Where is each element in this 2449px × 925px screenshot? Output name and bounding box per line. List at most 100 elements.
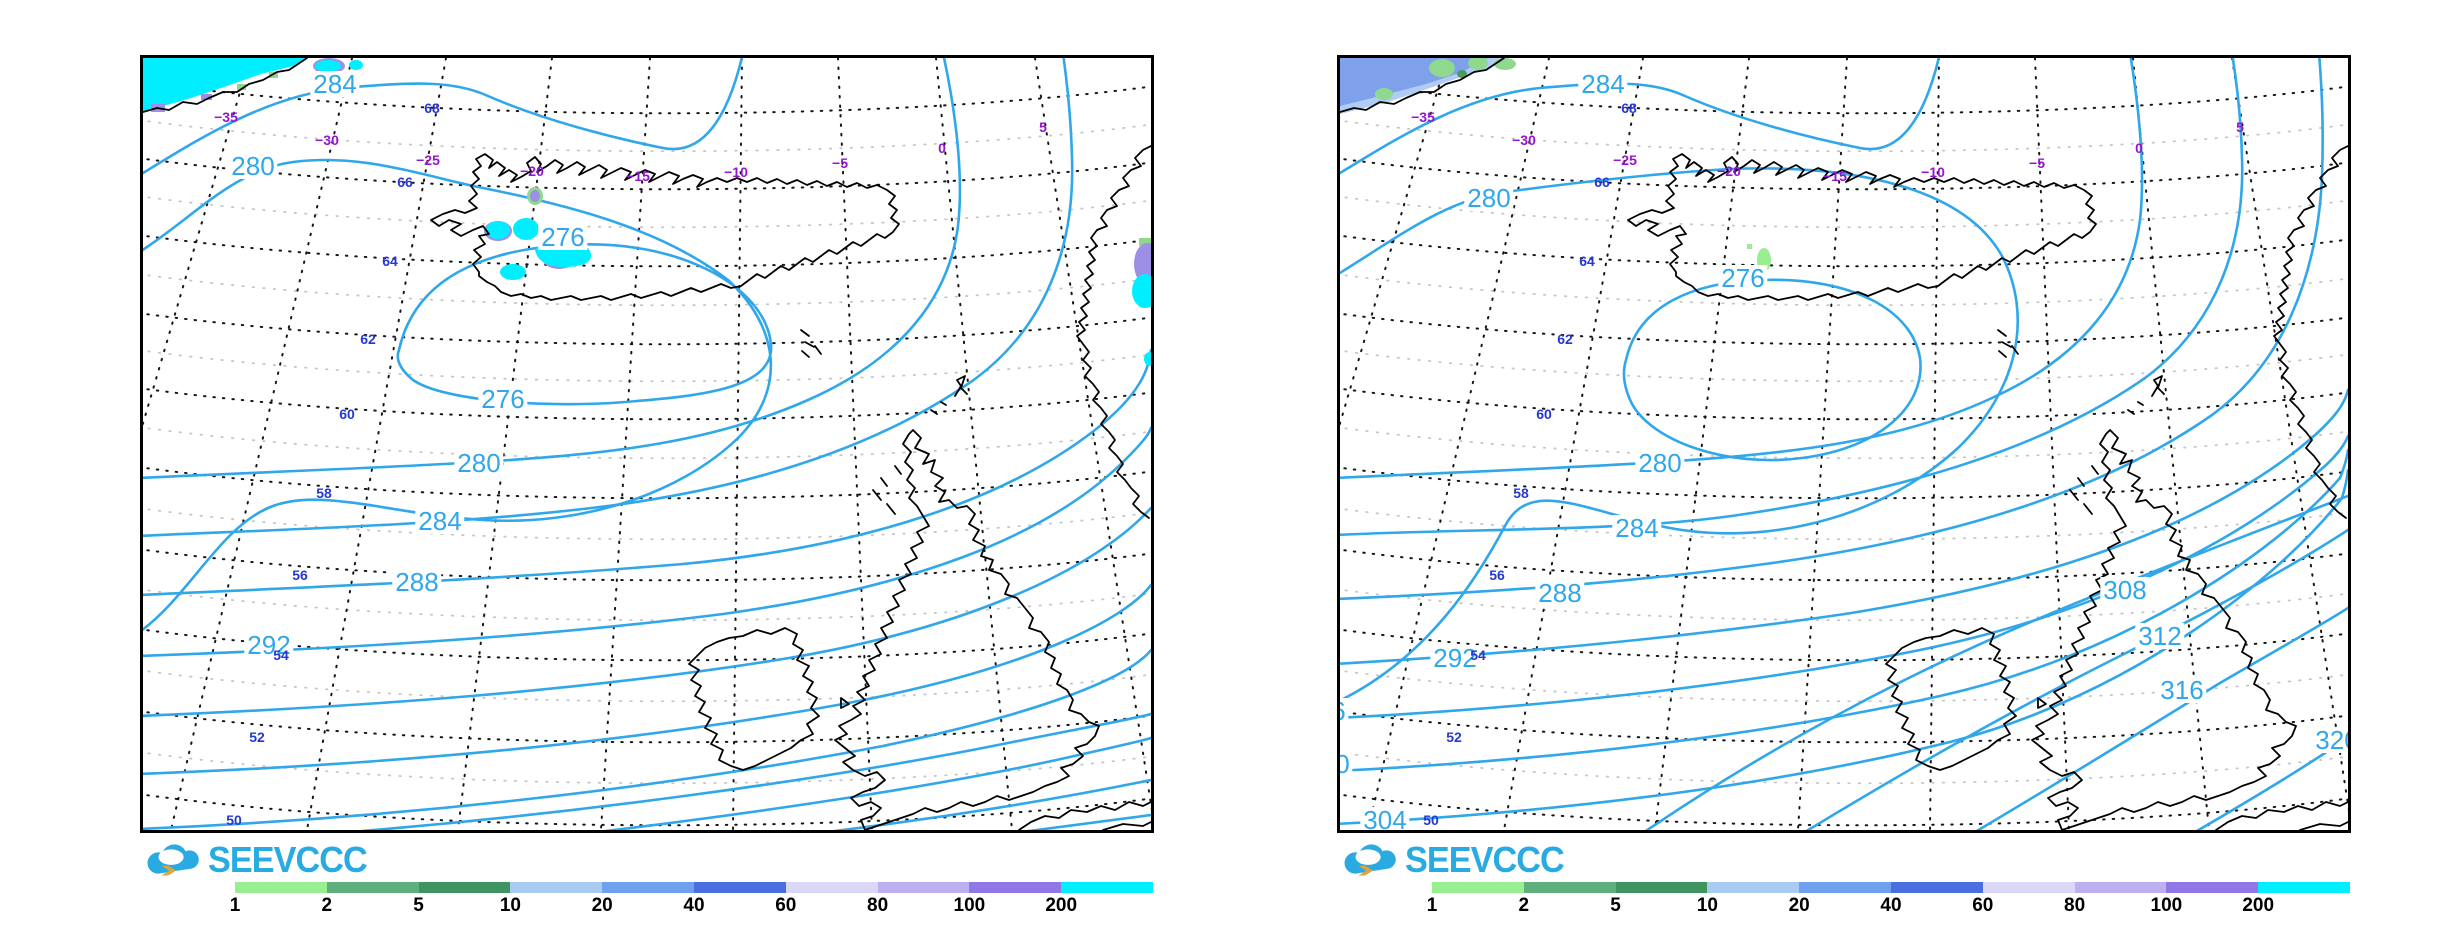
longitude-label: −25: [1613, 152, 1637, 168]
colorbar-cell: [1061, 882, 1153, 893]
contour-284-top: [143, 58, 744, 175]
norway-coastline: [1076, 144, 1151, 519]
colorbar-tick-label: 10: [499, 895, 521, 916]
latitude-label: 56: [1489, 567, 1505, 583]
greenland-coastline: [1340, 58, 1505, 113]
contour-label: 292: [244, 632, 294, 658]
contour-label: 308: [2100, 577, 2150, 603]
colorbar-cells: [1432, 882, 2350, 893]
contour-308: [358, 712, 1151, 830]
colorbar-tick-label: 100: [2150, 895, 2183, 916]
colorbar-tick-label: 1: [229, 895, 241, 916]
snow-patch-myrdalsjokull: [500, 264, 526, 280]
colorbar-tick-label: 1: [1426, 895, 1438, 916]
latitude-label: 66: [1594, 174, 1610, 190]
colorbar-tick-label: 5: [1610, 895, 1621, 916]
panel-dream8: DREAM8-Iceland: Accumulated snow (cm) an…: [1337, 0, 2351, 925]
latitude-label: 50: [1423, 812, 1439, 828]
snow-fringe-green: [1468, 58, 1488, 70]
map-graphic-dream8: [1340, 58, 2348, 830]
great-britain-coastline: [2031, 429, 2297, 830]
contour-label: 312: [2135, 623, 2185, 649]
colorbar-tick-label: 40: [1880, 895, 1902, 916]
colorbar-cell: [1890, 882, 1983, 893]
contour-312: [603, 736, 1151, 830]
colorbar-cell: [1432, 882, 1524, 893]
snow-patch-cyan: [1144, 352, 1151, 366]
latitude-label: 68: [1621, 100, 1637, 116]
contour-304: [143, 648, 1151, 830]
france-coastline: [1018, 801, 1151, 830]
latitude-label: 54: [1470, 647, 1486, 663]
contour-label: 296: [1340, 698, 1349, 724]
longitude-label: −15: [1823, 168, 1847, 184]
snow-colorbar-ecmwf: 1 2 5 10 20 40 60 80 100 200: [230, 882, 1153, 916]
norway-coastline: [2273, 144, 2348, 519]
contour-label: 280: [1635, 450, 1685, 476]
longitude-label: 5: [1039, 119, 1047, 135]
colorbar-cell: [235, 882, 327, 893]
greenland-coastline: [143, 58, 308, 113]
colorbar-tick-label: 200: [2242, 895, 2275, 916]
contour-label: 292: [1430, 645, 1480, 671]
isle-of-man-coastline: [840, 697, 850, 709]
seevccc-logo: SEEVCCC: [144, 836, 375, 884]
hebrides-coastline: [2069, 465, 2099, 515]
colorbar-tick-label: 20: [1788, 895, 1810, 916]
chevron-icon: [161, 865, 176, 876]
colorbar-tick-label: 2: [1518, 895, 1530, 916]
greenland-snow-patch: [143, 58, 305, 112]
contour-300: [1340, 448, 2348, 773]
contour-292: [1340, 388, 2348, 666]
france-coastline: [2215, 801, 2348, 830]
snow-patch-cyan: [1132, 274, 1151, 308]
colorbar-cell: [693, 882, 786, 893]
longitude-label: −35: [214, 109, 238, 125]
contour-label: 276: [1718, 265, 1768, 291]
contour-288: [143, 348, 1151, 597]
contour-288: [1340, 58, 2324, 601]
iceland-coastline: [430, 153, 900, 301]
colorbar-cell: [969, 882, 1062, 893]
contour-label: 284: [415, 508, 465, 534]
colorbar-cell: [877, 882, 970, 893]
cloud-icon: [147, 844, 199, 876]
colorbar-cell: [2258, 882, 2350, 893]
longitude-label: −30: [315, 132, 339, 148]
contour-label: 276: [538, 224, 588, 250]
colorbar-cell: [2166, 882, 2259, 893]
contour-label: 284: [1578, 71, 1628, 97]
latitude-label: 60: [1536, 406, 1552, 422]
contour-280-south: [143, 58, 962, 480]
snow-patch-langjokull: [486, 221, 510, 239]
snow-patch-hofsjokull: [513, 218, 539, 240]
contour-280-loop: [1340, 167, 2019, 702]
latitude-label: 58: [1513, 485, 1529, 501]
latitude-label: 62: [1557, 331, 1573, 347]
longitude-label: −35: [1411, 109, 1435, 125]
latitude-label: 52: [249, 729, 265, 745]
panel-ecmwf: ECMWF forecast: Snow height [cm] and 700…: [140, 0, 1154, 925]
map-graphic-ecmwf: [143, 58, 1151, 830]
colorbar-cell: [1707, 882, 1800, 893]
longitude-label: 0: [2135, 140, 2143, 156]
contour-280-south: [1340, 58, 2144, 480]
contour-308: [1645, 494, 2348, 830]
contour-312: [1805, 528, 2348, 830]
latitude-label: 58: [316, 485, 332, 501]
colorbar-tick-label: 100: [953, 895, 986, 916]
faroe-islands-coastline: [800, 329, 822, 358]
contour-284-south: [1340, 58, 2244, 537]
latitude-label: 60: [339, 406, 355, 422]
map-dream8: 284 280 276 280 284 288 292 296 300 304 308 312 316 3…: [1337, 55, 2351, 833]
colorbar-tick-label: 60: [775, 895, 797, 916]
colorbar-cell: [1523, 882, 1616, 893]
colorbar-tick-label: 20: [591, 895, 613, 916]
longitude-label: −20: [1717, 163, 1741, 179]
map-labels-ecmwf: 284 280 276 276 280 284 288 292 68 66 64 62 60 58 56 54…: [143, 58, 1151, 830]
colorbar-cell: [326, 882, 419, 893]
latitude-label: 56: [292, 567, 308, 583]
colorbar-cell: [1982, 882, 2075, 893]
longitude-gridlines: [143, 58, 1151, 830]
